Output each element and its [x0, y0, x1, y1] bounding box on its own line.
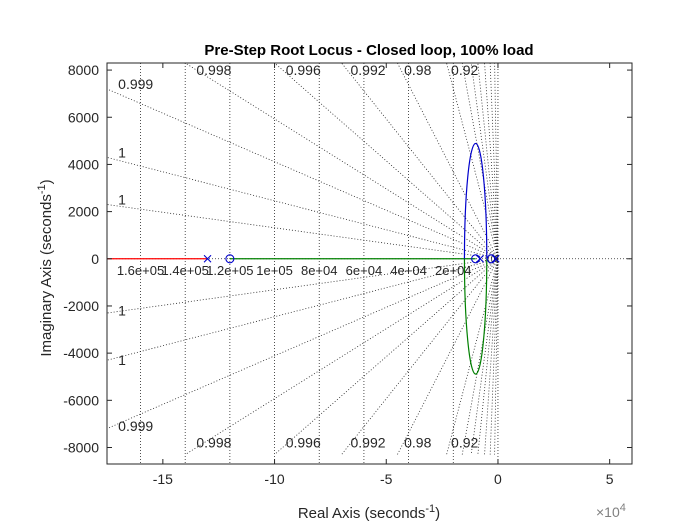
- locus-series-layer: [107, 143, 488, 375]
- frequency-label: 6e+04: [346, 263, 383, 278]
- damping-label: 0.996: [286, 62, 321, 78]
- x-tick-label: -5: [380, 471, 393, 487]
- x-axis-label: Real Axis (seconds-1): [298, 503, 440, 522]
- axis-ticks: -15 -10 -5 0 5 -8000 -6000 -4000 -2000 0 2000 4000 6…: [63, 62, 632, 487]
- damping-grid-ray: [446, 258, 499, 455]
- frequency-label: 2e+04: [435, 263, 472, 278]
- damping-grid-ray: [107, 258, 499, 361]
- damping-label: 0.92: [451, 434, 478, 450]
- y-axis-label-main: Imaginary Axis (seconds: [38, 194, 55, 357]
- damping-grid-ray: [397, 258, 499, 455]
- y-axis-label: Imaginary Axis (seconds-1): [36, 179, 55, 356]
- zero-marker: [225, 254, 235, 264]
- damping-label: 0.98: [404, 434, 431, 450]
- frequency-label: 8e+04: [301, 263, 338, 278]
- y-tick-label: 4000: [68, 156, 99, 172]
- x-tick-label: -10: [264, 471, 284, 487]
- x-axis-multiplier: ×104: [596, 502, 626, 520]
- x-tick-label: 0: [494, 471, 502, 487]
- frequency-label: 1e+05: [256, 263, 293, 278]
- x-tick-label: -15: [153, 471, 173, 487]
- damping-label: 0.998: [196, 434, 231, 450]
- chart-title: Pre-Step Root Locus - Closed loop, 100% …: [204, 42, 533, 59]
- frequency-label: 1.2e+05: [206, 263, 253, 278]
- x-multiplier-base: ×10: [596, 504, 620, 520]
- damping-label: 1: [118, 302, 126, 318]
- damping-grid-ray: [461, 63, 499, 259]
- y-axis-label-end: ): [38, 179, 55, 184]
- y-axis-label-sup: -1: [36, 184, 48, 194]
- frequency-label: 4e+04: [390, 263, 427, 278]
- y-tick-label: 2000: [68, 204, 99, 220]
- x-multiplier-exp: 4: [620, 502, 626, 514]
- x-axis-label-end: ): [435, 505, 440, 522]
- damping-grid-ray: [446, 63, 499, 259]
- frequency-label: 1.4e+05: [162, 263, 209, 278]
- frequency-label: 1.6e+05: [117, 263, 164, 278]
- zero-marker: [471, 254, 481, 264]
- y-tick-label: 8000: [68, 62, 99, 78]
- damping-label: 1: [118, 144, 126, 160]
- damping-label: 1: [118, 192, 126, 208]
- frequency-arc: [494, 254, 499, 263]
- y-tick-label: -6000: [63, 392, 99, 408]
- damping-label: 0.992: [351, 62, 386, 78]
- axes-frame: [106, 62, 633, 465]
- damping-grid-ray: [107, 88, 499, 260]
- damping-label: 0.999: [118, 418, 153, 434]
- damping-grid-ray: [107, 258, 499, 429]
- locus-branch-ellipse_upper: [463, 143, 488, 259]
- y-tick-label: 0: [91, 251, 99, 267]
- axes-background: [107, 63, 632, 464]
- y-tick-label: -8000: [63, 439, 99, 455]
- sgrid-layer: 0.999 0.998 0.996 0.992 0.98 0.92 1 1 0.999 0.998…: [107, 62, 632, 464]
- damping-label: 0.999: [118, 76, 153, 92]
- damping-label: 0.998: [196, 62, 231, 78]
- y-tick-label: -4000: [63, 345, 99, 361]
- damping-label: 1: [118, 352, 126, 368]
- zero-marker: [486, 254, 496, 264]
- damping-label: 0.98: [404, 62, 431, 78]
- frequency-arc: [496, 257, 499, 261]
- pole-zero-markers: [203, 254, 500, 264]
- damping-label: 0.92: [451, 62, 478, 78]
- y-tick-label: 6000: [68, 109, 99, 125]
- x-axis-label-main: Real Axis (seconds: [298, 505, 426, 522]
- damping-label: 0.996: [286, 434, 321, 450]
- plot-area: 0.999 0.998 0.996 0.992 0.98 0.92 1 1 0.999 0.998…: [63, 62, 633, 487]
- x-axis-label-sup: -1: [425, 503, 435, 515]
- damping-grid-ray: [397, 63, 499, 259]
- y-tick-label: -2000: [63, 298, 99, 314]
- damping-label: 0.992: [351, 434, 386, 450]
- damping-grid-ray: [107, 156, 499, 260]
- damping-grid-ray: [461, 258, 499, 455]
- pole-marker: [203, 254, 212, 263]
- x-tick-label: 5: [606, 471, 614, 487]
- locus-branch-ellipse_lower: [463, 258, 488, 375]
